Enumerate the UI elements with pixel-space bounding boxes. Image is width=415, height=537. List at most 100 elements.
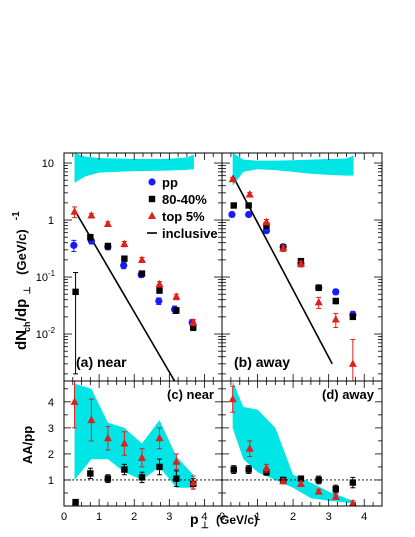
series-8040-point [173, 475, 180, 482]
series-8040-point [190, 324, 197, 331]
series-8040-point [245, 466, 252, 473]
bottom-panel-0-content [70, 381, 198, 506]
series-pp-point [70, 241, 78, 249]
series-top5-point [348, 359, 357, 367]
series-top5-point [245, 444, 254, 452]
series-8040-point [87, 470, 94, 477]
series-pp-point [332, 288, 340, 296]
y-tick-exponent: -1 [48, 269, 56, 278]
series-8040-point [72, 288, 79, 296]
series-8040-point [263, 222, 270, 229]
series-top5-point [262, 463, 271, 472]
y-axis-title-bottom: AA/pp [20, 426, 35, 464]
series-pp-point [262, 227, 271, 235]
series-top5-point [189, 478, 198, 486]
series-8040-point [245, 202, 252, 209]
series-top5-point [172, 292, 181, 300]
top-panel-0-content [70, 153, 198, 381]
series-top5-point [296, 479, 305, 487]
series-8040-point [230, 202, 237, 209]
panel-label: (b) away [234, 354, 290, 370]
series-top5-point [70, 397, 79, 405]
series-top5-point [172, 457, 181, 465]
series-top5-point [103, 219, 112, 228]
series-top5-point [70, 207, 79, 215]
top-panel-1-content [228, 153, 357, 381]
legend-swatch-square [148, 195, 156, 203]
systematic-band [232, 153, 354, 186]
series-8040-point [138, 474, 146, 481]
series-pp-point [155, 297, 163, 305]
series-top5-point [279, 243, 288, 252]
series-top5-point [314, 487, 323, 495]
y-tick-label: 3 [48, 423, 54, 435]
y-tick-exponent: -2 [48, 326, 56, 335]
series-top5-point [103, 433, 112, 442]
series-8040-point [315, 284, 322, 291]
series-top5-point [331, 492, 340, 500]
x-tick-label: 1 [96, 511, 102, 523]
series-top5-point [120, 439, 129, 447]
series-8040-point [87, 233, 94, 241]
series-top5-point [349, 498, 357, 506]
y-axis-title-part: ⊥ [22, 286, 32, 294]
series-8040-point [349, 313, 357, 321]
panel-label: (c) near [167, 387, 214, 402]
legend-swatch-circle [148, 178, 156, 186]
systematic-band [74, 383, 194, 488]
series-8040-point [121, 466, 128, 473]
top-panel-frame [63, 152, 223, 382]
series-top5-point [228, 394, 237, 403]
legend-swatch-triangle [148, 211, 156, 219]
series-top5-point [137, 255, 146, 263]
series-top5-point [87, 415, 96, 424]
systematic-band [74, 153, 194, 183]
series-8040-point [138, 270, 146, 277]
y-tick-label: 4 [48, 397, 54, 409]
x-tick-label: 4 [201, 511, 207, 523]
legend-label: pp [162, 175, 178, 190]
y-tick-label: 2 [48, 449, 54, 461]
x-axis-title-unit: (GeV/c) [216, 513, 258, 527]
series-top5-point [137, 453, 146, 461]
series-top5-point [296, 259, 305, 267]
y-tick-label: 1 [48, 215, 54, 227]
series-top5-point [155, 279, 164, 288]
y-tick-label: 10 [42, 158, 54, 170]
series-top5-point [245, 190, 254, 198]
series-top5-point [314, 297, 323, 306]
series-8040-point [104, 475, 112, 482]
y-axis-title-part: /dp [13, 299, 30, 322]
legend-label: top 5% [162, 209, 205, 224]
x-tick-label: 1 [254, 511, 260, 523]
series-8040-point [297, 475, 305, 482]
x-tick-label: 2 [290, 511, 296, 523]
y-axis-title-part: dN [13, 330, 30, 350]
series-pp-point [245, 210, 253, 219]
bottom-panel-1-content [228, 381, 357, 506]
series-8040-point [156, 287, 163, 294]
y-tick-label: 10 [36, 272, 48, 284]
series-top5-point [189, 318, 198, 326]
series-top5-point [155, 433, 164, 442]
y-axis-title-part: (GeV/c) [14, 229, 29, 275]
panel-label: (d) away [322, 387, 375, 402]
series-8040-point [121, 255, 128, 262]
y-axis-title-part: -1 [11, 211, 22, 220]
panel-label: (a) near [76, 354, 127, 370]
x-axis-title: p [190, 511, 199, 527]
y-tick-label: 1 [48, 475, 54, 487]
series-8040-point [332, 297, 339, 305]
series-8040-point [230, 466, 237, 473]
series-top5-point [331, 315, 340, 323]
series-8040-point [173, 307, 180, 314]
x-tick-label: 0 [61, 511, 67, 523]
series-8040-point [332, 485, 339, 493]
y-axis-title-part: ch [22, 321, 32, 332]
x-axis-title-subscript: ⊥ [201, 520, 209, 530]
series-top5-point [228, 174, 237, 183]
legend-label: inclusive [162, 226, 218, 241]
series-top5-point [120, 239, 129, 247]
